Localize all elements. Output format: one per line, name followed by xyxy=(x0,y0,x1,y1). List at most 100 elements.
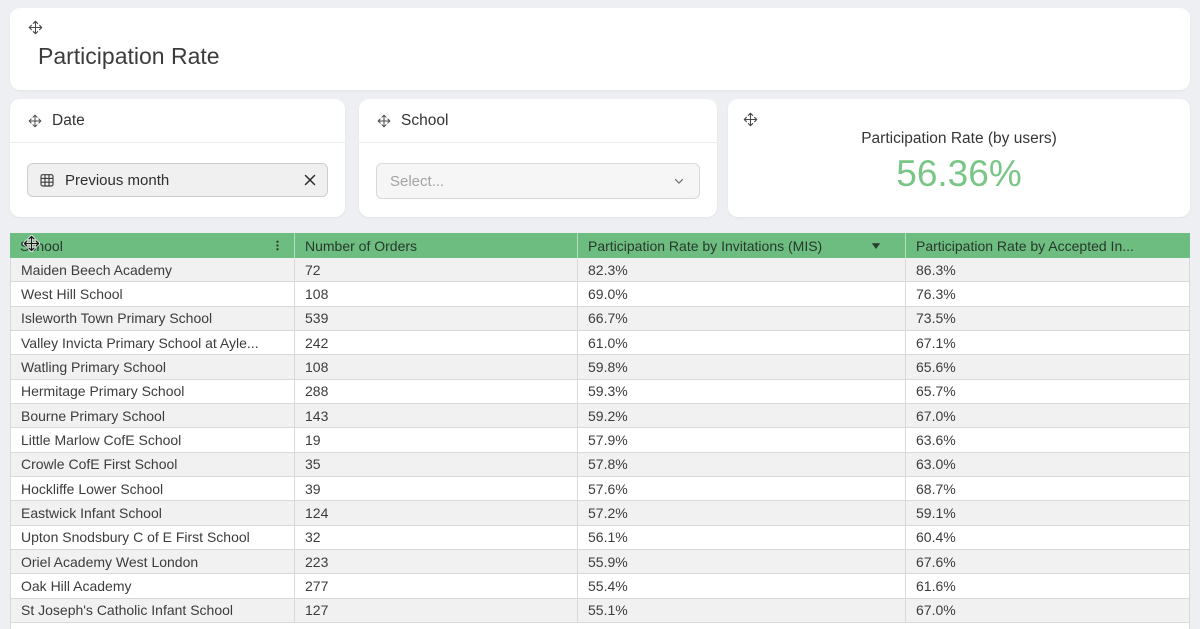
cell-orders: 277 xyxy=(295,574,578,599)
cell-rate-invitations: 59.3% xyxy=(578,379,906,405)
cell-school: Watling Primary School xyxy=(10,355,295,380)
cell-rate-accepted: 67.1% xyxy=(906,331,1190,356)
cell-orders: 19 xyxy=(295,428,578,453)
cell-rate-invitations: 66.7% xyxy=(578,306,906,332)
cell-rate-invitations: 55.1% xyxy=(578,598,906,624)
cell-orders: 288 xyxy=(295,379,578,405)
cell-school: Oak Hill Academy xyxy=(10,574,295,599)
cell-orders: 539 xyxy=(295,306,578,332)
table-row[interactable]: Watling Primary School 108 59.8% 65.6% xyxy=(10,355,1190,380)
column-header-label: Participation Rate by Accepted In... xyxy=(916,237,1134,254)
cell-school: Little Marlow CofE School xyxy=(10,428,295,453)
cell-rate-accepted: 67.6% xyxy=(906,550,1190,575)
table-header-row: School Number of Orders Participation Ra… xyxy=(10,233,1190,258)
cell-rate-accepted: 67.0% xyxy=(906,598,1190,624)
cell-orders: 242 xyxy=(295,331,578,356)
cell-school: Hockliffe Lower School xyxy=(10,477,295,502)
move-handle-icon[interactable] xyxy=(743,112,758,127)
cell-rate-invitations: 57.9% xyxy=(578,428,906,453)
table-row[interactable]: Hockliffe Lower School 39 57.6% 68.7% xyxy=(10,477,1190,502)
cell-rate-accepted: 61.6% xyxy=(906,574,1190,599)
sort-desc-icon[interactable] xyxy=(871,242,881,250)
cell-rate-accepted: 76.3% xyxy=(906,282,1190,307)
move-handle-icon[interactable] xyxy=(28,114,42,128)
column-header-rate-accepted[interactable]: Participation Rate by Accepted In... xyxy=(906,233,1190,258)
cell-rate-invitations: 55.4% xyxy=(578,574,906,599)
date-filter-chip[interactable]: Previous month xyxy=(27,163,328,197)
column-header-label: School xyxy=(20,237,63,254)
move-handle-icon[interactable] xyxy=(28,20,1172,35)
cell-rate-accepted: 65.7% xyxy=(906,379,1190,405)
kebab-menu-icon[interactable] xyxy=(271,238,284,253)
table-row[interactable]: Maiden Beech Academy 72 82.3% 86.3% xyxy=(10,258,1190,283)
cell-orders: 223 xyxy=(295,550,578,575)
cell-school: Valley Invicta Primary School at Ayle... xyxy=(10,331,295,356)
cell-rate-invitations: 82.3% xyxy=(578,258,906,283)
cell-rate-accepted: 67.0% xyxy=(906,404,1190,429)
cell-school: Upton Snodsbury C of E First School xyxy=(10,525,295,551)
table-row[interactable]: Bourne Primary School 143 59.2% 67.0% xyxy=(10,404,1190,429)
cell-rate-invitations: 57.2% xyxy=(578,501,906,526)
cell-orders: 32 xyxy=(295,525,578,551)
table-row[interactable]: St Joseph's Catholic Infant School 127 5… xyxy=(10,598,1190,624)
table-row[interactable]: Little Marlow CofE School 19 57.9% 63.6% xyxy=(10,428,1190,453)
cell-rate-accepted: 65.6% xyxy=(906,355,1190,380)
cell-school: Crowle CofE First School xyxy=(10,452,295,478)
column-header-school[interactable]: School xyxy=(10,233,295,258)
cell-rate-invitations: 59.8% xyxy=(578,355,906,380)
school-widget-header: School xyxy=(359,99,717,143)
school-filter-widget: School Select... xyxy=(359,99,717,217)
cell-rate-accepted: 63.6% xyxy=(906,428,1190,453)
chevron-down-icon xyxy=(672,174,686,188)
school-select-placeholder: Select... xyxy=(390,172,445,190)
cell-rate-invitations: 56.1% xyxy=(578,525,906,551)
cell-rate-invitations: 61.0% xyxy=(578,331,906,356)
page-title: Participation Rate xyxy=(38,43,220,69)
cell-rate-accepted: 73.5% xyxy=(906,306,1190,332)
cell-rate-invitations: 57.6% xyxy=(578,477,906,502)
cell-school: Eastwick Infant School xyxy=(10,501,295,526)
cell-orders: 127 xyxy=(295,598,578,624)
cell-rate-invitations: 57.8% xyxy=(578,452,906,478)
date-filter-chip-label: Previous month xyxy=(65,171,170,189)
kpi-value: 56.36% xyxy=(896,152,1022,194)
table-row[interactable]: Valley Invicta Primary School at Ayle...… xyxy=(10,331,1190,356)
cell-orders: 72 xyxy=(295,258,578,283)
table-row[interactable]: Eastwick Infant School 124 57.2% 59.1% xyxy=(10,501,1190,526)
cell-rate-invitations: 59.2% xyxy=(578,404,906,429)
column-header-orders[interactable]: Number of Orders xyxy=(295,233,578,258)
cell-school: Maiden Beech Academy xyxy=(10,258,295,283)
table-row[interactable]: Oak Hill Academy 277 55.4% 61.6% xyxy=(10,574,1190,599)
column-header-label: Number of Orders xyxy=(305,237,418,254)
table-body: Maiden Beech Academy 72 82.3% 86.3% West… xyxy=(10,258,1190,624)
school-select[interactable]: Select... xyxy=(376,163,700,199)
kpi-title: Participation Rate (by users) xyxy=(861,129,1057,147)
cell-rate-accepted: 60.4% xyxy=(906,525,1190,551)
move-handle-icon[interactable] xyxy=(377,114,391,128)
cell-school: Oriel Academy West London xyxy=(10,550,295,575)
cell-orders: 108 xyxy=(295,355,578,380)
date-filter-widget: Date Previous month xyxy=(10,99,345,217)
cell-rate-invitations: 55.9% xyxy=(578,550,906,575)
table-row[interactable]: Crowle CofE First School 35 57.8% 63.0% xyxy=(10,452,1190,478)
date-widget-header: Date xyxy=(10,99,345,143)
calendar-icon xyxy=(39,172,55,188)
table-row[interactable]: Oriel Academy West London 223 55.9% 67.6… xyxy=(10,550,1190,575)
close-icon[interactable] xyxy=(304,174,316,186)
cell-orders: 39 xyxy=(295,477,578,502)
table-row[interactable]: West Hill School 108 69.0% 76.3% xyxy=(10,282,1190,307)
column-header-rate-invitations[interactable]: Participation Rate by Invitations (MIS) xyxy=(578,233,906,258)
title-widget: Participation Rate xyxy=(10,8,1190,90)
cell-school: Bourne Primary School xyxy=(10,404,295,429)
table-row[interactable]: Upton Snodsbury C of E First School 32 5… xyxy=(10,525,1190,551)
cell-school: St Joseph's Catholic Infant School xyxy=(10,598,295,624)
cell-rate-accepted: 68.7% xyxy=(906,477,1190,502)
participation-table: School Number of Orders Participation Ra… xyxy=(10,233,1190,629)
cell-rate-accepted: 63.0% xyxy=(906,452,1190,478)
table-row[interactable]: Isleworth Town Primary School 539 66.7% … xyxy=(10,306,1190,332)
date-filter-label: Date xyxy=(52,111,85,129)
school-filter-label: School xyxy=(401,111,449,129)
cell-orders: 124 xyxy=(295,501,578,526)
table-row[interactable]: Hermitage Primary School 288 59.3% 65.7% xyxy=(10,379,1190,405)
cell-orders: 108 xyxy=(295,282,578,307)
